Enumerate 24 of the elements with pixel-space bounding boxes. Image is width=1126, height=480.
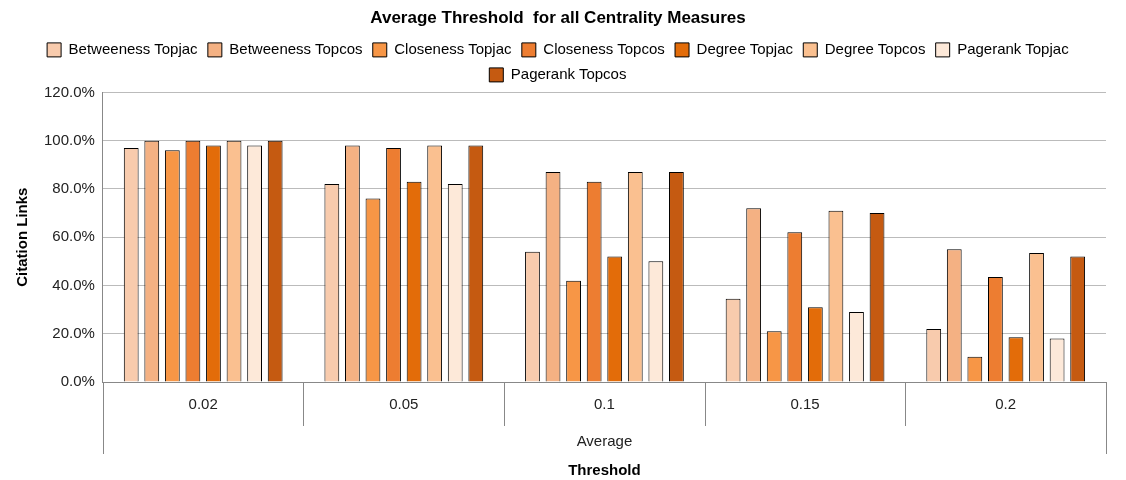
y-tick-label: 100.0% [44, 130, 95, 148]
y-axis-title: Citation Links [13, 187, 31, 287]
x-tick-label: 0.15 [790, 395, 820, 413]
y-tick-label: 80.0% [52, 179, 95, 197]
y-tick-label: 120.0% [44, 82, 95, 100]
text: Average [576, 432, 633, 450]
legend-label: Pagerank Topcos [510, 65, 627, 83]
x-tick-label: 0.02 [188, 395, 218, 413]
legend-label: Betweeness Topcos [229, 40, 363, 58]
y-tick-label: 0.0% [60, 372, 95, 390]
legend-label: Closeness Topcos [543, 40, 665, 58]
chart-title: Average Threshold for all Centrality Measures [370, 7, 746, 27]
x-axis-title: Threshold [568, 461, 641, 479]
legend-label: Degree Topjac [696, 40, 794, 58]
legend-label: Pagerank Topjac [957, 40, 1070, 58]
y-tick-label: 40.0% [52, 275, 95, 293]
legend-label: Closeness Topjac [394, 40, 513, 58]
x-tick-label: 0.1 [594, 395, 615, 413]
x-tick-label: 0.2 [995, 395, 1017, 413]
y-tick-label: 20.0% [52, 323, 95, 341]
y-tick-label: 60.0% [52, 227, 95, 245]
legend-label: Betweeness Topjac [68, 40, 199, 58]
x-tick-label: 0.05 [389, 395, 419, 413]
legend-label: Degree Topcos [824, 40, 926, 58]
